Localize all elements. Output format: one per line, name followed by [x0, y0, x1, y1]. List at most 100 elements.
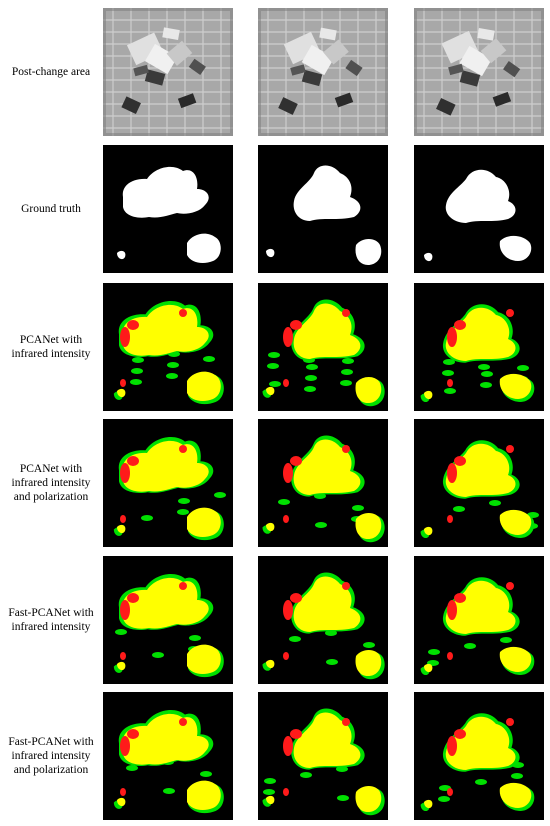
debris-tile — [459, 45, 492, 77]
missed-detection-region — [447, 515, 453, 523]
result-image — [414, 692, 544, 820]
false-alarm-speck — [314, 493, 326, 499]
correct-detection-region — [266, 659, 275, 669]
result-image — [414, 556, 544, 684]
correct-detection-region — [122, 304, 209, 356]
debris-tile — [121, 96, 141, 114]
false-alarm-speck — [442, 370, 454, 376]
missed-detection-region — [120, 788, 126, 796]
debris-tile — [162, 27, 180, 40]
debris-tile — [144, 69, 166, 86]
false-alarm-speck — [341, 369, 353, 375]
row-label-line: PCANet with — [19, 463, 83, 475]
false-alarm-speck — [464, 643, 476, 649]
missed-detection-region — [290, 593, 302, 603]
changed-region-mask — [293, 165, 361, 221]
false-alarm-speck — [163, 788, 175, 794]
brick-grid — [258, 8, 388, 136]
debris-tile — [459, 70, 481, 87]
changed-region-mask — [499, 235, 532, 261]
result-panel — [258, 419, 388, 547]
row-label-line: Fast-PCANet with — [8, 607, 94, 619]
false-alarm-speck — [269, 381, 281, 387]
debris-tile — [301, 69, 323, 87]
correct-detection-region — [122, 713, 209, 765]
missed-detection-region — [127, 729, 139, 739]
missed-detection-region — [179, 718, 187, 726]
false-alarm-speck — [478, 364, 490, 370]
row-label-line: Ground truth — [21, 203, 81, 215]
false-alarm-speck — [475, 779, 487, 785]
mask-panel — [258, 145, 388, 273]
row-label: Post-change area — [4, 65, 98, 79]
debris-tile — [290, 64, 306, 76]
false-alarm-speck — [512, 762, 524, 768]
result-panel — [258, 556, 388, 684]
correct-detection-region — [499, 782, 532, 808]
false-alarm-speck — [315, 522, 327, 528]
missed-detection-region — [179, 582, 187, 590]
false-alarm-speck — [131, 368, 143, 374]
correct-detection-region — [355, 650, 382, 676]
false-alarm-speck — [263, 789, 275, 795]
correct-detection-region — [499, 509, 532, 535]
figure-row: Fast-PCANet with infrared intensity — [0, 556, 550, 684]
false-alarm-speck — [511, 773, 523, 779]
row-label: Ground truth — [4, 202, 98, 216]
false-alarm-speck — [268, 352, 280, 358]
correct-detection-region — [499, 373, 532, 399]
correct-detection-region — [117, 797, 126, 807]
missed-detection-region — [454, 456, 466, 466]
row-label: Fast-PCANet with infrared intensity — [4, 606, 98, 634]
infrared-panel — [414, 8, 544, 136]
result-image — [258, 419, 388, 547]
missed-detection-region — [120, 379, 126, 387]
changed-region-mask — [424, 252, 433, 262]
row-label-line: Post-change area — [11, 66, 91, 78]
missed-detection-region — [283, 379, 289, 387]
infrared-image — [258, 8, 388, 136]
false-alarm-speck — [438, 796, 450, 802]
debris-tile — [278, 97, 298, 115]
row-label-line: and polarization — [13, 764, 89, 776]
changed-region-mask — [355, 239, 382, 265]
missed-detection-region — [342, 445, 350, 453]
debris-tile — [492, 91, 512, 107]
debris-tile — [334, 92, 354, 108]
infrared-panel — [258, 8, 388, 136]
debris-tile — [503, 61, 521, 78]
false-alarm-speck — [167, 362, 179, 368]
debris-tile — [126, 32, 164, 66]
result-image — [258, 283, 388, 411]
changed-region-mask — [117, 250, 126, 260]
false-alarm-speck — [189, 635, 201, 641]
false-alarm-speck — [278, 499, 290, 505]
result-image — [103, 692, 233, 820]
correct-detection-region — [499, 646, 532, 672]
result-panel — [414, 419, 544, 547]
debris-tile — [283, 31, 321, 65]
debris-tile — [133, 64, 149, 77]
row-label-line: PCANet with — [19, 334, 83, 346]
result-panel — [103, 556, 233, 684]
false-alarm-speck — [352, 505, 364, 511]
false-alarm-speck — [132, 357, 144, 363]
correct-detection-region — [355, 786, 382, 812]
mask-image — [258, 145, 388, 273]
missed-detection-region — [447, 600, 457, 620]
missed-detection-region — [454, 729, 466, 739]
false-alarm-speck — [326, 659, 338, 665]
result-panel — [103, 283, 233, 411]
false-alarm-speck — [141, 515, 153, 521]
correct-detection-region — [266, 522, 275, 532]
false-alarm-speck — [305, 375, 317, 381]
result-image — [103, 419, 233, 547]
correct-detection-region — [355, 377, 382, 403]
result-panel — [258, 692, 388, 820]
missed-detection-region — [447, 788, 453, 796]
missed-detection-region — [454, 593, 466, 603]
result-panel — [414, 556, 544, 684]
missed-detection-region — [447, 463, 457, 483]
correct-detection-region — [122, 577, 209, 629]
missed-detection-region — [290, 729, 302, 739]
